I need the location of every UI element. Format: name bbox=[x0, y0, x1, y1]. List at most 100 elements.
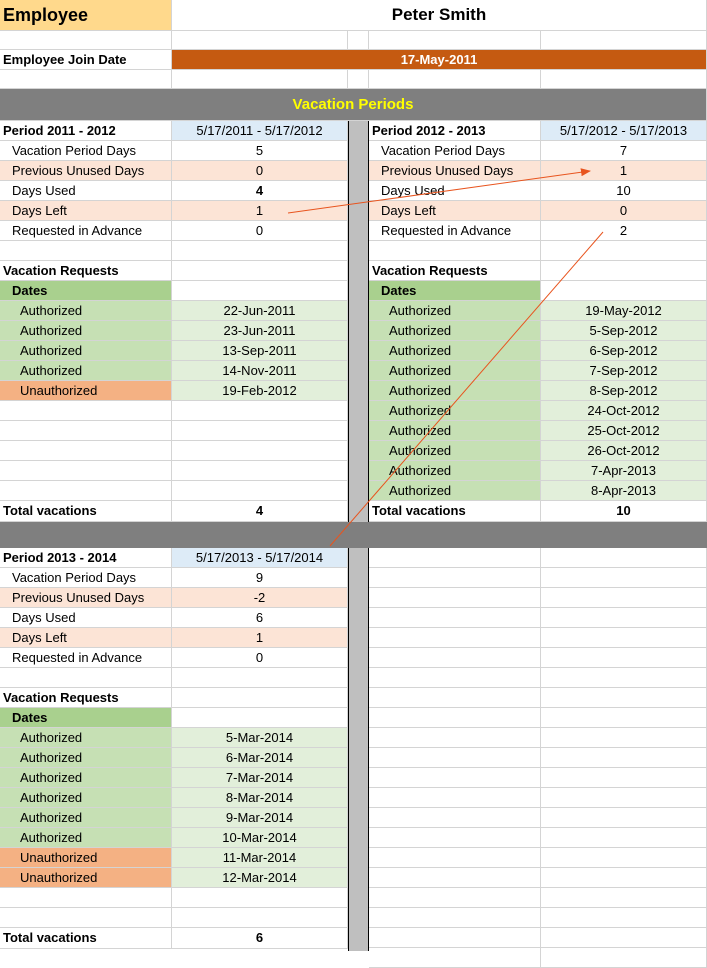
request-date-cell[interactable]: 8-Mar-2014 bbox=[172, 788, 348, 808]
request-date-cell[interactable]: 7-Apr-2013 bbox=[541, 461, 707, 481]
empty-cell[interactable] bbox=[369, 908, 541, 928]
total-vacations-value[interactable]: 6 bbox=[172, 928, 348, 949]
empty-cell[interactable] bbox=[172, 241, 348, 261]
empty-cell[interactable] bbox=[541, 748, 707, 768]
total-vacations-value[interactable]: 4 bbox=[172, 501, 348, 522]
dates-heading[interactable]: Dates bbox=[369, 281, 541, 301]
empty-cell[interactable] bbox=[172, 481, 348, 501]
prev-unused-value[interactable]: -2 bbox=[172, 588, 348, 608]
request-status-cell[interactable]: Authorized bbox=[0, 321, 172, 341]
request-date-cell[interactable]: 22-Jun-2011 bbox=[172, 301, 348, 321]
request-date-cell[interactable]: 9-Mar-2014 bbox=[172, 808, 348, 828]
request-date-cell[interactable]: 19-Feb-2012 bbox=[172, 381, 348, 401]
empty-cell[interactable] bbox=[0, 401, 172, 421]
empty-cell[interactable] bbox=[0, 888, 172, 908]
advance-label[interactable]: Requested in Advance bbox=[369, 221, 541, 241]
request-status-cell[interactable]: Unauthorized bbox=[0, 848, 172, 868]
empty-cell[interactable] bbox=[369, 768, 541, 788]
empty-cell[interactable] bbox=[541, 548, 707, 568]
period-title-cell[interactable]: Period 2012 - 2013 bbox=[369, 121, 541, 141]
days-left-label[interactable]: Days Left bbox=[0, 201, 172, 221]
request-date-cell[interactable]: 14-Nov-2011 bbox=[172, 361, 348, 381]
empty-cell[interactable] bbox=[172, 70, 348, 89]
empty-cell[interactable] bbox=[172, 441, 348, 461]
advance-value[interactable]: 0 bbox=[172, 648, 348, 668]
days-used-value[interactable]: 6 bbox=[172, 608, 348, 628]
prev-unused-value[interactable]: 1 bbox=[541, 161, 707, 181]
period-days-label[interactable]: Vacation Period Days bbox=[0, 568, 172, 588]
request-status-cell[interactable]: Authorized bbox=[0, 768, 172, 788]
total-vacations-value[interactable]: 10 bbox=[541, 501, 707, 522]
request-status-cell[interactable]: Authorized bbox=[0, 728, 172, 748]
empty-cell[interactable] bbox=[369, 948, 541, 968]
empty-cell[interactable] bbox=[172, 281, 348, 301]
request-date-cell[interactable]: 6-Sep-2012 bbox=[541, 341, 707, 361]
period-days-label[interactable]: Vacation Period Days bbox=[369, 141, 541, 161]
request-status-cell[interactable]: Authorized bbox=[369, 361, 541, 381]
empty-cell[interactable] bbox=[369, 788, 541, 808]
empty-cell[interactable] bbox=[541, 241, 707, 261]
request-status-cell[interactable]: Authorized bbox=[0, 301, 172, 321]
request-date-cell[interactable]: 19-May-2012 bbox=[541, 301, 707, 321]
empty-cell[interactable] bbox=[541, 588, 707, 608]
empty-cell[interactable] bbox=[541, 708, 707, 728]
empty-cell[interactable] bbox=[541, 768, 707, 788]
empty-cell[interactable] bbox=[0, 481, 172, 501]
request-status-cell[interactable]: Authorized bbox=[0, 341, 172, 361]
empty-cell[interactable] bbox=[541, 70, 707, 89]
empty-cell[interactable] bbox=[541, 628, 707, 648]
empty-cell[interactable] bbox=[172, 708, 348, 728]
request-date-cell[interactable]: 6-Mar-2014 bbox=[172, 748, 348, 768]
period-days-value[interactable]: 9 bbox=[172, 568, 348, 588]
period-title-cell[interactable]: Period 2013 - 2014 bbox=[0, 548, 172, 568]
empty-cell[interactable] bbox=[369, 648, 541, 668]
empty-cell[interactable] bbox=[0, 461, 172, 481]
period-range-cell[interactable]: 5/17/2012 - 5/17/2013 bbox=[541, 121, 707, 141]
prev-unused-value[interactable]: 0 bbox=[172, 161, 348, 181]
total-vacations-label[interactable]: Total vacations bbox=[0, 501, 172, 522]
request-status-cell[interactable]: Authorized bbox=[369, 341, 541, 361]
request-date-cell[interactable]: 7-Sep-2012 bbox=[541, 361, 707, 381]
empty-cell[interactable] bbox=[541, 608, 707, 628]
empty-cell[interactable] bbox=[0, 31, 172, 50]
empty-cell[interactable] bbox=[369, 568, 541, 588]
request-date-cell[interactable]: 11-Mar-2014 bbox=[172, 848, 348, 868]
advance-label[interactable]: Requested in Advance bbox=[0, 221, 172, 241]
request-date-cell[interactable]: 8-Apr-2013 bbox=[541, 481, 707, 501]
request-status-cell[interactable]: Unauthorized bbox=[0, 868, 172, 888]
empty-cell[interactable] bbox=[541, 928, 707, 948]
request-date-cell[interactable]: 10-Mar-2014 bbox=[172, 828, 348, 848]
empty-cell[interactable] bbox=[541, 888, 707, 908]
request-status-cell[interactable]: Authorized bbox=[0, 748, 172, 768]
prev-unused-label[interactable]: Previous Unused Days bbox=[0, 588, 172, 608]
empty-cell[interactable] bbox=[369, 928, 541, 948]
days-left-label[interactable]: Days Left bbox=[0, 628, 172, 648]
empty-cell[interactable] bbox=[172, 401, 348, 421]
empty-cell[interactable] bbox=[369, 688, 541, 708]
empty-cell[interactable] bbox=[0, 441, 172, 461]
empty-cell[interactable] bbox=[369, 548, 541, 568]
days-used-label[interactable]: Days Used bbox=[0, 181, 172, 201]
empty-cell[interactable] bbox=[541, 728, 707, 748]
vacation-requests-heading[interactable]: Vacation Requests bbox=[0, 261, 172, 281]
empty-cell[interactable] bbox=[172, 688, 348, 708]
request-date-cell[interactable]: 5-Mar-2014 bbox=[172, 728, 348, 748]
empty-cell[interactable] bbox=[541, 808, 707, 828]
empty-cell[interactable] bbox=[369, 588, 541, 608]
empty-cell[interactable] bbox=[369, 868, 541, 888]
days-used-value[interactable]: 10 bbox=[541, 181, 707, 201]
empty-cell[interactable] bbox=[541, 648, 707, 668]
empty-cell[interactable] bbox=[369, 848, 541, 868]
request-status-cell[interactable]: Authorized bbox=[0, 808, 172, 828]
empty-cell[interactable] bbox=[172, 668, 348, 688]
employee-name-cell[interactable]: Peter Smith bbox=[172, 0, 707, 31]
period-title-cell[interactable]: Period 2011 - 2012 bbox=[0, 121, 172, 141]
empty-cell[interactable] bbox=[172, 31, 348, 50]
empty-cell[interactable] bbox=[369, 668, 541, 688]
empty-cell[interactable] bbox=[369, 708, 541, 728]
empty-cell[interactable] bbox=[369, 748, 541, 768]
request-status-cell[interactable]: Authorized bbox=[0, 828, 172, 848]
request-date-cell[interactable]: 7-Mar-2014 bbox=[172, 768, 348, 788]
empty-cell[interactable] bbox=[369, 241, 541, 261]
empty-cell[interactable] bbox=[172, 421, 348, 441]
